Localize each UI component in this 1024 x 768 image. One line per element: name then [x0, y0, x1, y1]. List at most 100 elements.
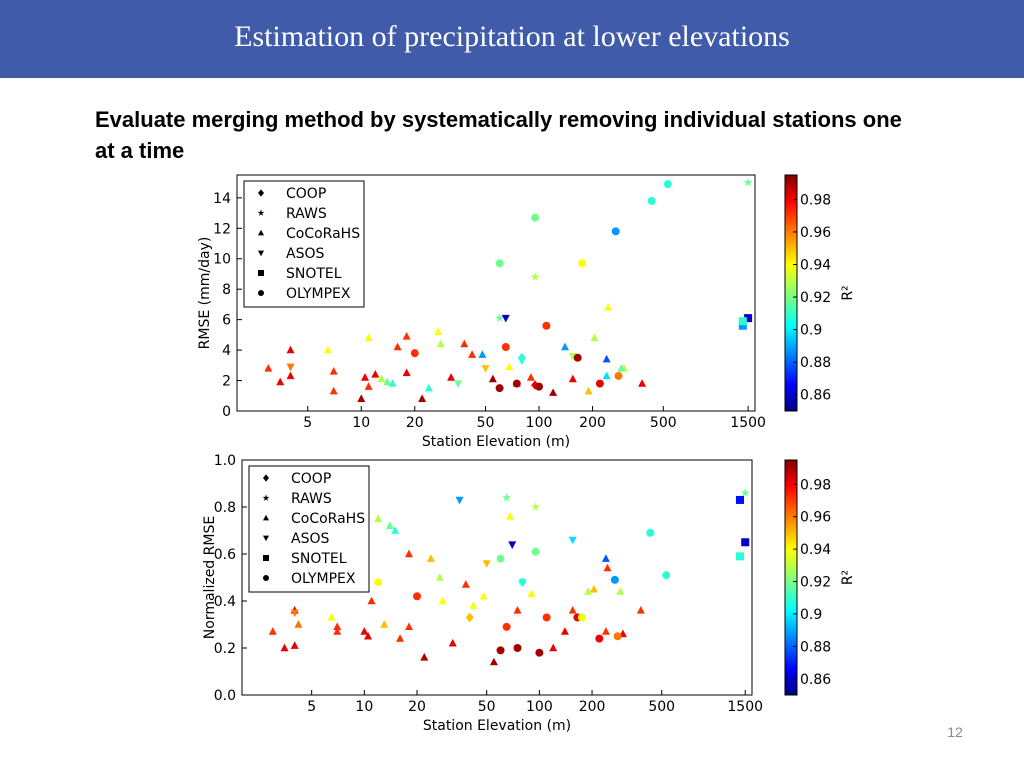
- y-tick-label: 8: [222, 282, 231, 298]
- colorbar-tick-label: 0.86: [800, 672, 831, 688]
- data-point: [488, 374, 497, 383]
- data-point: [601, 554, 610, 562]
- y-tick-label: 10: [213, 252, 231, 268]
- x-axis-label: Station Elevation (m): [422, 434, 570, 450]
- data-point: [426, 554, 435, 562]
- data-point: [402, 368, 411, 377]
- data-point: [469, 601, 478, 609]
- data-point: [506, 512, 515, 520]
- colorbar-tick-label: 0.88: [800, 355, 831, 371]
- data-point: [601, 627, 610, 635]
- data-point: [364, 382, 373, 390]
- data-point: [453, 380, 462, 388]
- data-point: [589, 584, 598, 593]
- data-point: [371, 370, 380, 378]
- data-point: [617, 363, 626, 372]
- page-number: 12: [947, 724, 963, 740]
- legend-marker: [262, 494, 270, 501]
- data-point: [357, 394, 366, 403]
- data-point: [468, 350, 477, 358]
- data-point: [496, 554, 505, 563]
- data-point: [614, 371, 623, 380]
- data-point: [482, 560, 491, 568]
- data-point: [561, 342, 570, 351]
- colorbar-tick-label: 0.92: [800, 575, 831, 591]
- data-point: [502, 492, 512, 502]
- legend-box: [248, 465, 370, 593]
- data-point: [531, 380, 540, 390]
- data-point: [420, 653, 429, 661]
- data-point: [577, 613, 586, 622]
- data-point: [584, 587, 593, 595]
- data-point: [448, 638, 457, 647]
- data-point: [361, 373, 370, 381]
- data-point: [418, 394, 427, 403]
- data-point: [327, 613, 336, 621]
- legend-label: RAWS: [291, 491, 332, 507]
- data-point: [333, 627, 342, 635]
- data-point: [578, 259, 587, 268]
- data-point: [638, 379, 647, 387]
- legend-label: ASOS: [286, 246, 324, 262]
- data-point: [613, 632, 622, 641]
- data-point: [410, 349, 419, 358]
- data-point: [584, 386, 593, 395]
- data-point: [568, 606, 577, 614]
- data-point: [602, 371, 611, 380]
- legend-marker: [263, 514, 269, 521]
- data-point: [286, 363, 295, 372]
- legend-marker: [258, 229, 264, 236]
- y-axis-label: Normalized RMSE: [202, 516, 218, 639]
- data-point: [740, 488, 750, 497]
- y-tick-label: 0.8: [214, 500, 236, 516]
- x-tick-label: 500: [650, 415, 677, 431]
- data-point: [461, 580, 470, 588]
- data-point: [333, 622, 342, 631]
- legend-marker: [258, 270, 264, 276]
- data-point: [647, 196, 656, 205]
- data-point: [741, 538, 750, 547]
- data-point: [604, 303, 613, 311]
- data-point: [435, 573, 444, 581]
- data-point: [595, 634, 604, 643]
- colorbar: [784, 459, 798, 696]
- colorbar-tick-label: 0.94: [800, 542, 831, 558]
- data-point: [513, 606, 522, 614]
- colorbar-tick-label: 0.9: [800, 323, 822, 339]
- data-point: [560, 627, 569, 635]
- data-point: [611, 227, 620, 236]
- colorbar-tick-label: 0.96: [800, 225, 831, 241]
- data-point: [388, 379, 397, 387]
- legend-label: OLYMPEX: [286, 286, 351, 302]
- colorbar-tick-label: 0.98: [800, 192, 831, 208]
- data-point: [502, 622, 511, 631]
- legend-marker: [258, 189, 264, 197]
- data-point: [329, 386, 338, 395]
- legend-label: OLYMPEX: [291, 571, 356, 587]
- data-point: [743, 177, 753, 187]
- y-tick-label: 6: [222, 313, 231, 329]
- data-point: [662, 571, 671, 580]
- colorbar-tick-label: 0.96: [800, 510, 831, 526]
- legend-marker: [258, 250, 264, 257]
- data-point: [393, 342, 402, 351]
- y-tick-label: 2: [222, 374, 231, 390]
- data-point: [735, 495, 744, 504]
- y-tick-label: 0.6: [214, 547, 236, 563]
- data-point: [402, 331, 411, 340]
- x-tick-label: 100: [526, 699, 553, 715]
- legend-marker: [257, 209, 265, 216]
- data-point: [530, 272, 540, 281]
- data-point: [646, 528, 655, 537]
- legend-marker: [263, 575, 269, 581]
- header-bar: [0, 0, 1024, 78]
- legend-label: CoCoRaHS: [286, 226, 360, 242]
- x-tick-label: 200: [579, 699, 606, 715]
- data-point: [478, 350, 487, 358]
- data-point: [568, 536, 577, 545]
- data-point: [535, 382, 544, 391]
- colorbar-tick-label: 0.94: [800, 258, 831, 274]
- x-tick-label: 500: [648, 699, 675, 715]
- data-point: [290, 609, 299, 618]
